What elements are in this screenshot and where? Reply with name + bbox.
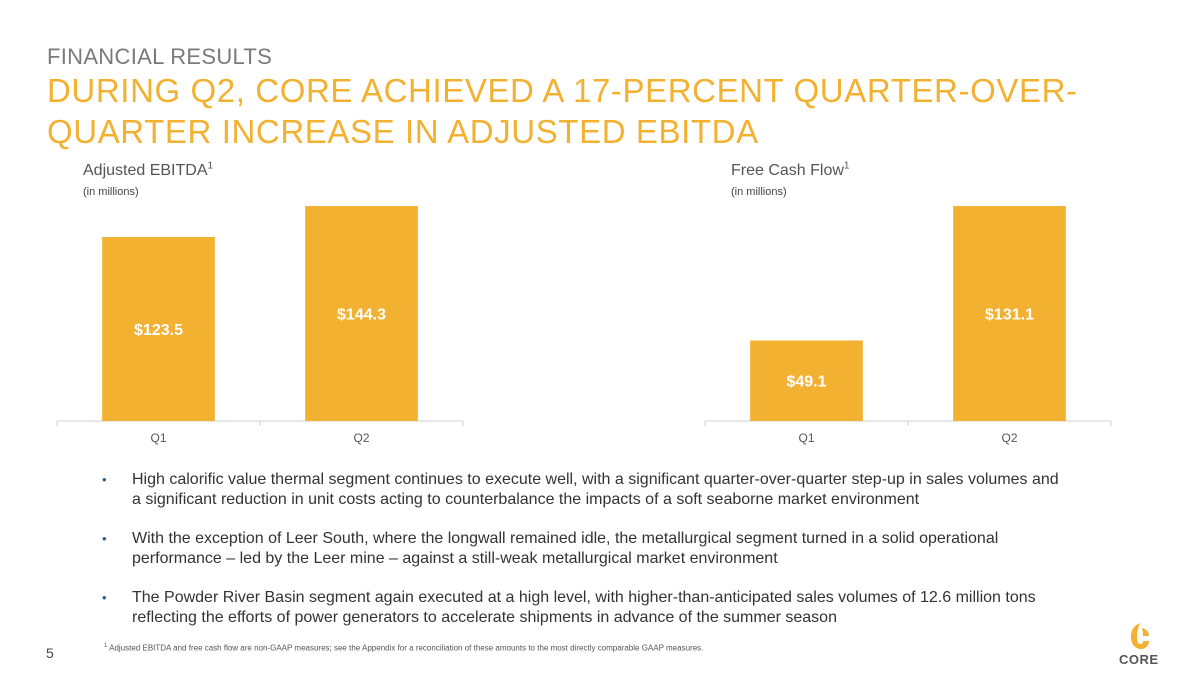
free-cash-flow-chart: Free Cash Flow1 (in millions) $49.1 Q1 $13… [703, 160, 1200, 460]
section-kicker: FINANCIAL RESULTS [47, 44, 273, 69]
x-tick-label: Q1 [150, 431, 166, 445]
bullet-item: • High calorific value thermal segment co… [100, 470, 1060, 510]
chart-unit: (in millions) [731, 186, 787, 198]
bar-q2 [305, 206, 418, 421]
bullet-item: • The Powder River Basin segment again ex… [100, 588, 1060, 628]
bullet-icon: • [102, 531, 107, 546]
chart-unit: (in millions) [83, 186, 139, 198]
bar-q1 [750, 340, 863, 421]
bullet-text: With the exception of Leer South, where … [132, 530, 999, 567]
bullet-list: • High calorific value thermal segment co… [100, 470, 1060, 647]
x-tick-label: Q2 [353, 431, 369, 445]
bar-value-label: $144.3 [337, 307, 386, 324]
bar-q2 [953, 206, 1066, 421]
bullet-text: High calorific value thermal segment con… [132, 471, 1059, 508]
footnote: 1 Adjusted EBITDA and free cash flow are… [104, 643, 704, 653]
bar-value-label: $131.1 [985, 307, 1034, 324]
bar-value-label: $49.1 [786, 374, 826, 391]
x-tick-label: Q2 [1001, 431, 1017, 445]
bar-q1 [102, 236, 215, 421]
core-logo: CORE [1119, 622, 1159, 670]
adjusted-ebitda-plot: $123.5 Q1 $144.3 Q2 [56, 206, 464, 445]
bullet-text: The Powder River Basin segment again exe… [132, 589, 1036, 626]
core-logo-text: CORE [1119, 652, 1159, 667]
chart-title: Free Cash Flow1 [731, 160, 850, 179]
free-cash-flow-plot: $49.1 Q1 $131.1 Q2 [704, 206, 1112, 445]
bar-value-label: $123.5 [134, 322, 183, 339]
core-logo-icon [1131, 623, 1149, 649]
slide-headline: DURING Q2, CORE ACHIEVED A 17-PERCENT QU… [47, 72, 1078, 150]
adjusted-ebitda-chart: Adjusted EBITDA1 (in millions) $123.5 Q1 $… [55, 160, 595, 460]
bullet-item: • With the exception of Leer South, where… [100, 529, 1060, 569]
chart-title: Adjusted EBITDA1 [83, 160, 214, 179]
x-tick-label: Q1 [798, 431, 814, 445]
page-number: 5 [46, 645, 54, 661]
bullet-icon: • [102, 590, 107, 605]
bullet-icon: • [102, 472, 107, 487]
